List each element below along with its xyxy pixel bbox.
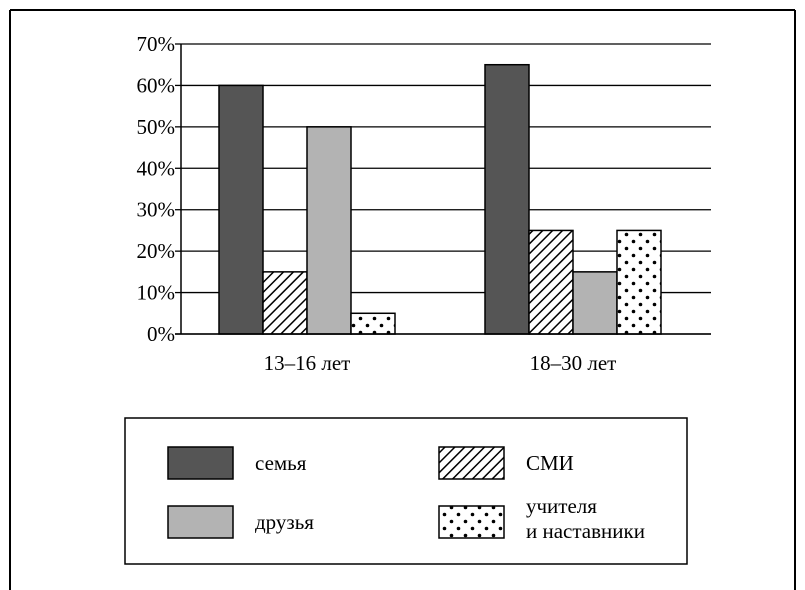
bar [350, 312, 396, 335]
x-axis-labels: 13–16 лет 18–30 лет [264, 351, 617, 375]
bar [528, 229, 574, 335]
bar [572, 271, 618, 335]
legend-swatch [167, 505, 234, 539]
bar [484, 63, 530, 335]
x-category-label: 18–30 лет [530, 351, 617, 375]
legend-label: семья [255, 451, 307, 475]
y-tick-label: 0% [147, 322, 175, 346]
legend-label: и наставники [526, 519, 645, 543]
legend-swatch [438, 446, 505, 480]
outer-frame [9, 9, 796, 590]
y-tick-label: 20% [137, 239, 176, 263]
x-category-label: 13–16 лет [264, 351, 351, 375]
legend-box [124, 417, 688, 565]
bar [262, 271, 308, 335]
axes [175, 44, 711, 335]
bars [218, 63, 662, 335]
y-axis-ticks: 0% 10% 20% 30% 40% 50% 60% 70% [137, 32, 181, 346]
y-tick-label: 50% [137, 115, 176, 139]
y-tick-label: 10% [137, 281, 176, 305]
y-tick-label: 30% [137, 198, 176, 222]
bar [306, 126, 352, 335]
bar [616, 229, 662, 335]
y-tick-label: 70% [137, 32, 176, 56]
y-tick-label: 40% [137, 156, 176, 180]
bar [218, 84, 264, 335]
legend-swatch [438, 505, 505, 539]
y-tick-label: 60% [137, 73, 176, 97]
legend-label: учителя [526, 494, 597, 518]
legend-label: СМИ [526, 451, 574, 475]
legend-swatch [167, 446, 234, 480]
legend-label: друзья [255, 510, 314, 534]
